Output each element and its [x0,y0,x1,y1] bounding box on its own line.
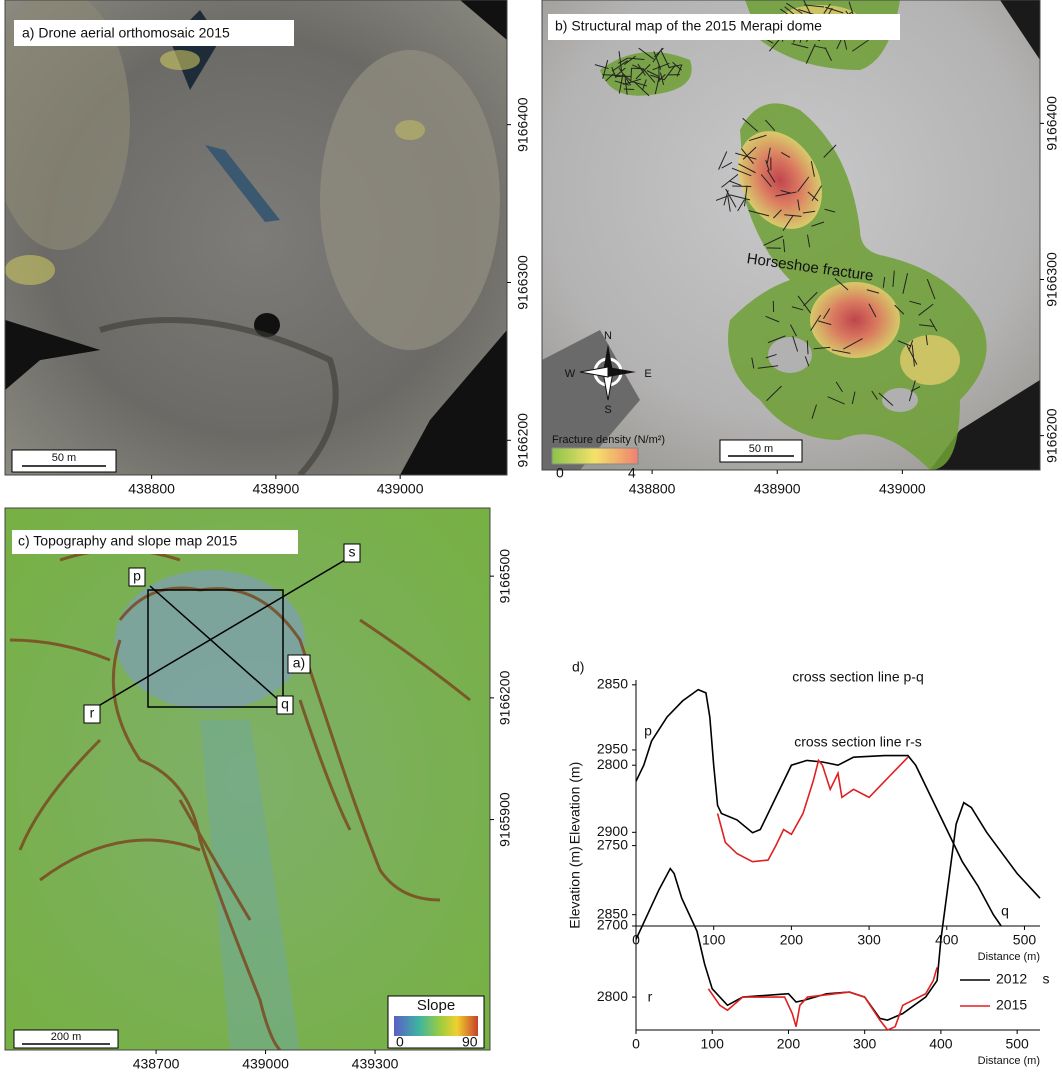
series-line [636,803,1040,1020]
x-tick-label: 438800 [629,481,676,497]
y-tick-label: 9166400 [515,97,531,152]
end-label: s [1043,971,1050,987]
y-axis-label: Elevation (m) [567,846,583,928]
legend-colorbar [552,448,638,464]
x-tick-label: 438800 [128,481,175,497]
y-tick-label: 2800 [597,756,628,772]
scale-label: 50 m [52,452,76,464]
legend-label: 2015 [996,997,1027,1013]
y-tick-label: 2850 [597,676,628,692]
panel-c [5,508,490,1050]
sulfur [5,255,55,285]
y-tick-label: 9166200 [497,670,513,725]
rubble [320,50,500,350]
x-tick-label: 438700 [133,1056,180,1072]
legend-max: 4 [628,465,636,481]
map-label: r [90,705,95,721]
legend-max: 90 [462,1034,478,1050]
legend-title: Fracture density (N/m²) [552,434,665,446]
x-tick-label: 439000 [242,1056,289,1072]
x-tick-label: 300 [853,1036,877,1052]
x-tick-label: 439300 [352,1056,399,1072]
compass-label: W [565,368,576,380]
x-tick-label: 200 [777,1036,801,1052]
x-tick-label: 500 [1005,1036,1029,1052]
y-tick-label: 2900 [597,823,628,839]
y-tick-label: 9166300 [1044,252,1060,307]
sulfur [395,120,425,140]
end-label: p [644,723,652,739]
panel-a [0,0,507,475]
x-tick-label: 439000 [879,481,926,497]
x-tick-label: 0 [632,1036,640,1052]
scale-label: 200 m [51,1031,82,1043]
zone-core [810,282,900,358]
y-tick-label: 9165900 [497,792,513,847]
x-axis-label: Distance (m) [978,1055,1040,1067]
map-label: p [133,568,141,584]
x-tick-label: 500 [1013,932,1037,948]
x-tick-label: 400 [935,932,959,948]
compass-label: S [604,404,611,416]
panel-title: b) Structural map of the 2015 Merapi dom… [555,18,822,34]
y-tick-label: 2800 [597,988,628,1004]
panel-b [542,0,1040,470]
y-tick-label: 9166200 [515,413,531,468]
scale-label: 50 m [749,443,773,455]
legend-min: 0 [396,1034,404,1050]
compass-label: E [644,368,651,380]
legend-title: Slope [417,997,455,1014]
x-tick-label: 438900 [754,481,801,497]
x-tick-label: 438900 [253,481,300,497]
fracture [732,186,751,187]
series-line [636,690,1001,926]
y-tick-label: 9166500 [497,549,513,604]
compass-label: N [604,330,612,342]
x-tick-label: 400 [929,1036,953,1052]
end-label: q [1001,903,1009,919]
chart-title: cross section line r-s [794,734,922,750]
figure: a) Drone aerial orthomosaic 2015 50 m b)… [0,0,1062,1076]
end-label: r [648,989,653,1005]
charts: 27002750280028500100200300400500cross se… [567,659,1050,1067]
y-tick-label: 2950 [597,741,628,757]
y-tick-label: 9166200 [1044,408,1060,463]
x-tick-label: 200 [780,932,804,948]
y-axis-label: Elevation (m) [567,762,583,844]
sulfur [160,50,200,70]
map-label: a) [293,655,305,671]
x-tick-label: 100 [702,932,726,948]
y-tick-label: 9166400 [1044,96,1060,151]
map-label: s [349,544,356,560]
x-axis-label: Distance (m) [978,951,1040,963]
zone-core [900,335,960,385]
x-tick-label: 439000 [377,481,424,497]
map-label: q [281,696,289,712]
series-line [708,967,937,1030]
legend-min: 0 [556,465,564,481]
chart-title: cross section line p-q [792,669,924,685]
y-tick-label: 2850 [597,905,628,921]
panel-title: a) Drone aerial orthomosaic 2015 [22,25,230,41]
x-tick-label: 300 [857,932,881,948]
y-tick-label: 9166300 [515,255,531,310]
panel-title: c) Topography and slope map 2015 [18,533,237,549]
series-line [718,757,908,862]
panel-label: d) [572,659,584,675]
legend-label: 2012 [996,971,1027,987]
x-tick-label: 100 [701,1036,725,1052]
